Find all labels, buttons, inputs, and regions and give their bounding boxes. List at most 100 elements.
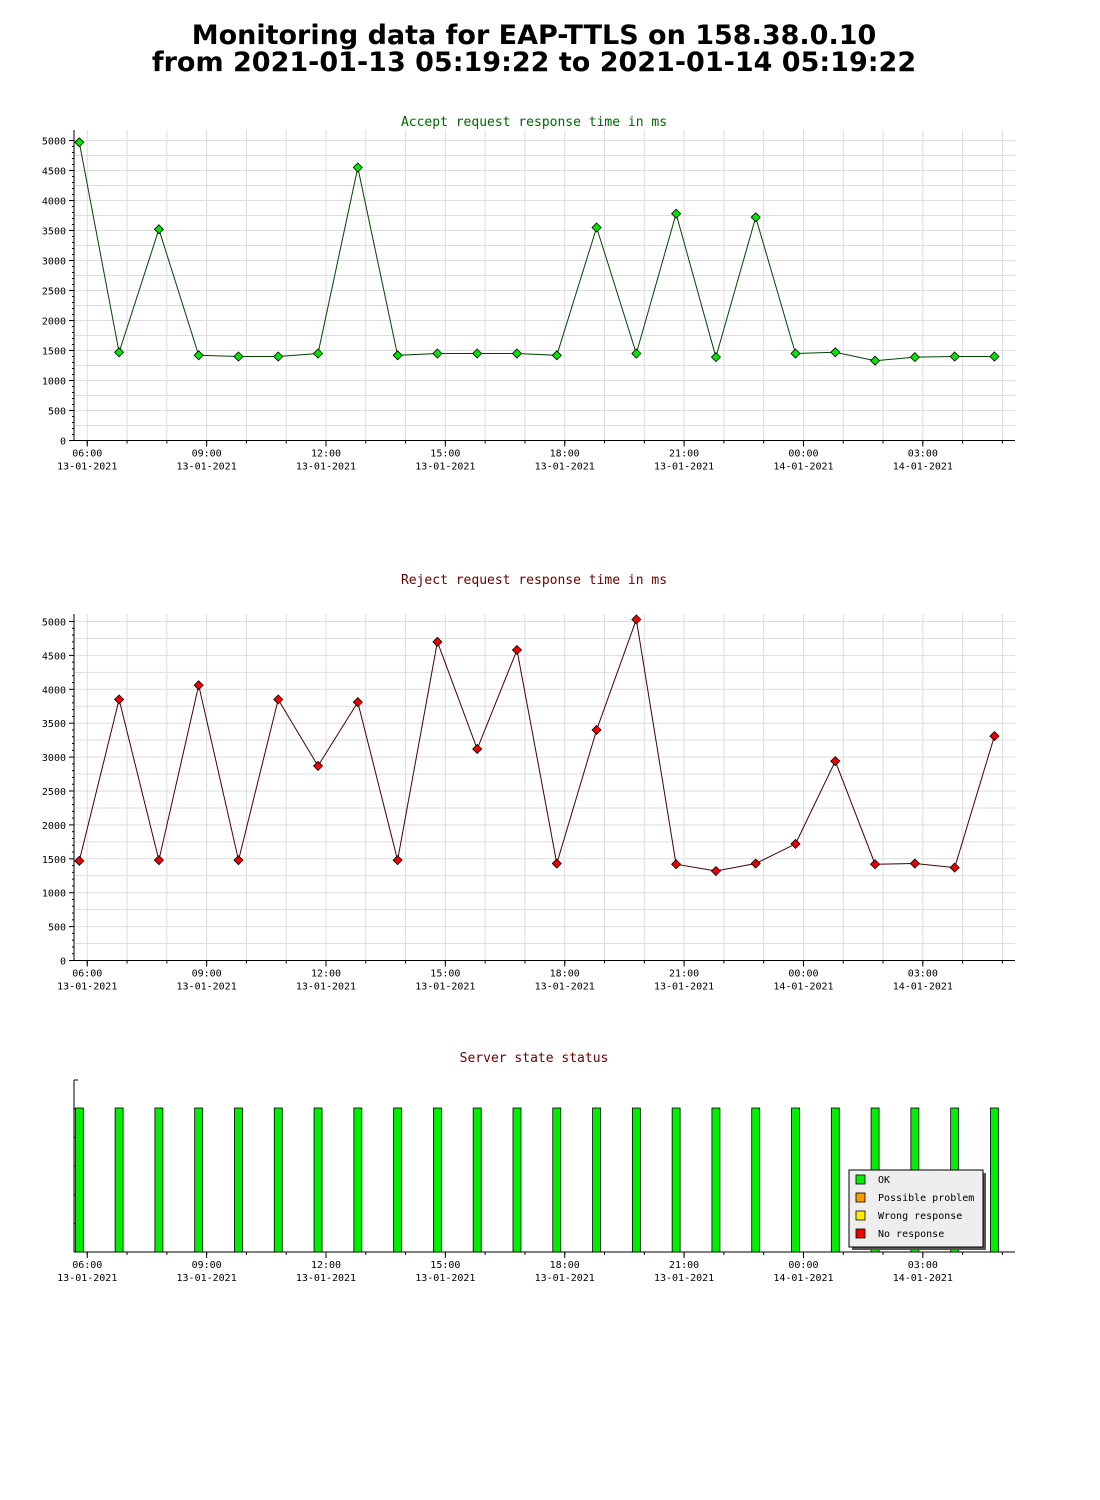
x-tick-date-label: 13-01-2021	[296, 462, 356, 473]
x-tick-date-label: 13-01-2021	[535, 982, 595, 993]
chart-title: Accept request response time in ms	[401, 115, 667, 130]
y-tick-label: 5000	[42, 618, 66, 629]
status-bar	[393, 1107, 403, 1253]
x-tick-time-label: 03:00	[908, 1260, 938, 1271]
x-tick-time-label: 00:00	[788, 969, 818, 980]
x-tick-date-label: 13-01-2021	[415, 1273, 475, 1284]
data-point	[312, 760, 324, 771]
data-point	[312, 348, 324, 359]
page-title-line-1: Monitoring data for EAP-TTLS on 158.38.0…	[191, 20, 877, 51]
x-tick-time-label: 06:00	[72, 1260, 102, 1271]
page-title: Monitoring data for EAP-TTLS on 158.38.0…	[0, 22, 1068, 76]
x-tick-time-label: 12:00	[311, 449, 341, 460]
legend-label: Possible problem	[878, 1193, 974, 1204]
x-tick-time-label: 18:00	[550, 449, 580, 460]
data-point	[233, 351, 244, 362]
status-bar	[552, 1107, 562, 1253]
data-point	[233, 855, 244, 866]
data-point	[870, 859, 881, 870]
status-bar	[472, 1107, 482, 1253]
data-point	[193, 350, 204, 361]
data-point	[830, 756, 841, 767]
legend-swatch	[855, 1210, 866, 1221]
chart-title: Reject request response time in ms	[401, 573, 667, 588]
status-bar	[791, 1107, 800, 1253]
x-tick-date-label: 13-01-2021	[57, 462, 117, 473]
data-point	[352, 162, 363, 173]
status-bar	[711, 1107, 721, 1253]
status-bar	[512, 1107, 522, 1253]
legend-swatch	[855, 1228, 866, 1239]
x-tick-time-label: 21:00	[669, 449, 699, 460]
x-tick-date-label: 13-01-2021	[177, 1273, 237, 1284]
data-point	[909, 352, 920, 363]
status-bar	[830, 1107, 840, 1253]
data-point	[114, 694, 125, 705]
status-bar	[74, 1107, 84, 1253]
legend-label: Wrong response	[878, 1211, 962, 1222]
x-tick-time-label: 12:00	[311, 1260, 341, 1271]
data-point	[989, 351, 1000, 362]
legend-swatch	[855, 1174, 866, 1185]
data-point	[432, 636, 443, 647]
series-line	[78, 142, 995, 362]
accept-response-chart: Accept request response time in ms 06:00 1…	[42, 115, 1015, 473]
data-point	[631, 614, 642, 625]
status-bar	[154, 1107, 164, 1253]
data-point	[870, 355, 881, 366]
y-tick-label: 4500	[42, 167, 66, 178]
data-point	[114, 347, 125, 358]
status-bar	[671, 1107, 681, 1253]
y-tick-label: 0	[60, 437, 66, 448]
data-point	[273, 694, 284, 705]
data-point	[74, 137, 85, 148]
x-tick-date-label: 14-01-2021	[893, 1273, 953, 1284]
page-title-line-2: from 2021-01-13 05:19:22 to 2021-01-14 0…	[151, 47, 917, 78]
data-point	[472, 743, 483, 755]
data-point	[392, 350, 403, 361]
data-point	[153, 855, 164, 866]
x-tick-time-label: 09:00	[192, 449, 222, 460]
y-tick-label: 4000	[42, 197, 66, 208]
data-point	[153, 224, 164, 235]
y-tick-label: 500	[48, 923, 66, 934]
chart-title: Server state status	[460, 1051, 609, 1066]
status-bar	[990, 1107, 999, 1253]
y-tick-label: 1000	[42, 377, 66, 388]
data-point	[671, 859, 682, 870]
y-tick-label: 3500	[42, 227, 66, 238]
data-point	[631, 348, 642, 359]
status-bar	[234, 1107, 243, 1253]
data-point	[710, 865, 721, 877]
x-tick-date-label: 13-01-2021	[654, 982, 714, 993]
status-bar	[433, 1107, 442, 1253]
data-point	[591, 724, 602, 736]
data-point	[74, 855, 85, 866]
y-tick-label: 4500	[42, 651, 66, 662]
x-tick-time-label: 18:00	[550, 1260, 580, 1271]
legend-label: OK	[878, 1175, 890, 1186]
x-tick-time-label: 03:00	[908, 969, 938, 980]
y-tick-label: 1500	[42, 347, 66, 358]
y-tick-label: 3000	[42, 753, 66, 764]
data-point	[750, 858, 761, 869]
legend-label: No response	[878, 1229, 944, 1240]
x-tick-date-label: 13-01-2021	[415, 982, 475, 993]
x-tick-date-label: 13-01-2021	[57, 982, 117, 993]
data-point	[352, 697, 363, 708]
data-point	[432, 348, 443, 359]
data-point	[193, 680, 204, 691]
series-line	[78, 617, 995, 872]
x-tick-time-label: 09:00	[192, 1260, 222, 1271]
data-point	[710, 352, 721, 363]
data-point	[392, 855, 403, 866]
y-tick-label: 1000	[42, 889, 66, 900]
y-tick-label: 3500	[42, 719, 66, 730]
x-tick-date-label: 14-01-2021	[773, 1273, 833, 1284]
status-bar	[751, 1107, 761, 1253]
data-point	[472, 348, 483, 359]
x-tick-date-label: 13-01-2021	[296, 1273, 356, 1284]
x-tick-time-label: 00:00	[788, 1260, 818, 1271]
x-tick-date-label: 13-01-2021	[654, 462, 714, 473]
x-tick-date-label: 14-01-2021	[893, 462, 953, 473]
